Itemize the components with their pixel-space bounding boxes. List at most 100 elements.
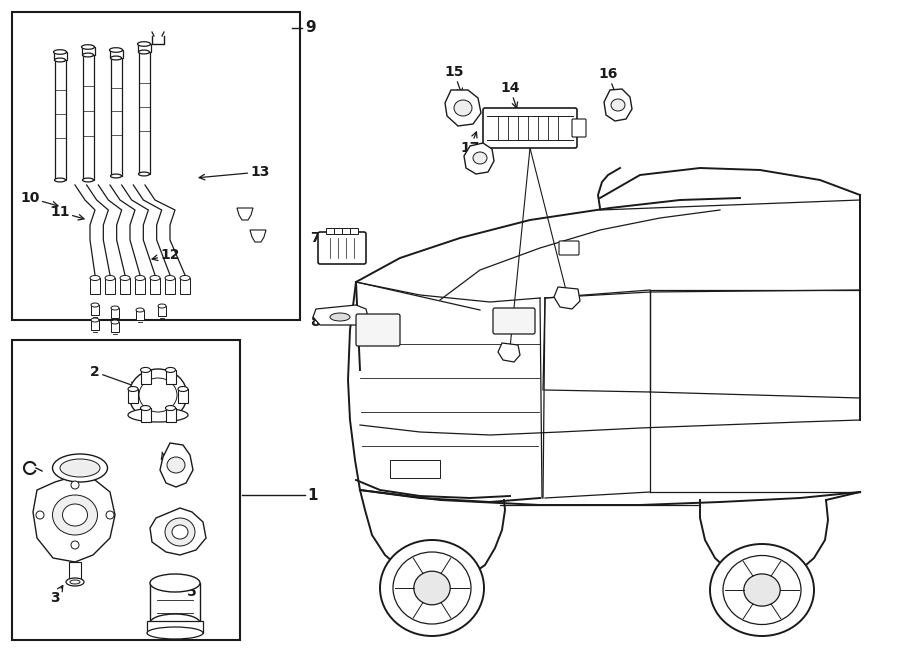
Polygon shape [150,508,206,555]
Ellipse shape [414,571,450,605]
Bar [138,44,150,52]
Ellipse shape [380,540,484,636]
Bar [111,58,122,176]
Text: 2: 2 [90,365,136,387]
Ellipse shape [55,178,66,182]
Ellipse shape [83,53,94,57]
Ellipse shape [111,174,122,178]
Ellipse shape [166,406,176,410]
Ellipse shape [743,574,780,606]
FancyBboxPatch shape [318,232,366,264]
Bar [334,228,342,234]
Polygon shape [237,208,253,220]
Bar [139,52,149,174]
Ellipse shape [139,50,149,54]
Bar [120,278,130,294]
Text: 1: 1 [307,488,318,502]
Ellipse shape [165,276,175,280]
Ellipse shape [55,58,66,62]
Text: 12: 12 [152,248,180,262]
Bar [53,52,67,60]
FancyBboxPatch shape [493,308,535,334]
Bar [150,583,200,623]
Bar [91,320,99,330]
Ellipse shape [83,178,94,182]
Ellipse shape [150,276,160,280]
Polygon shape [445,90,481,126]
Circle shape [71,541,79,549]
Ellipse shape [91,303,99,307]
Bar [110,50,122,58]
Bar [326,228,334,234]
Ellipse shape [180,276,190,280]
Ellipse shape [166,368,176,372]
Ellipse shape [150,614,200,632]
Ellipse shape [150,574,200,592]
Ellipse shape [128,387,138,391]
Ellipse shape [70,580,80,584]
Text: 15: 15 [445,65,464,94]
Text: 4: 4 [160,452,170,469]
Ellipse shape [723,555,801,625]
FancyBboxPatch shape [356,314,400,346]
Bar [178,389,188,403]
Ellipse shape [62,504,87,526]
Ellipse shape [158,304,166,308]
Ellipse shape [53,50,67,54]
Ellipse shape [105,276,115,280]
Polygon shape [33,476,115,562]
Text: 14: 14 [500,81,520,108]
Ellipse shape [139,378,177,412]
Ellipse shape [138,42,150,46]
FancyBboxPatch shape [572,119,586,137]
Ellipse shape [111,56,122,60]
Text: 17: 17 [460,132,480,155]
Ellipse shape [66,578,84,586]
Ellipse shape [52,454,107,482]
Bar [350,228,358,234]
Text: 10: 10 [21,191,58,207]
Bar [135,278,145,294]
Ellipse shape [473,152,487,164]
Ellipse shape [393,552,471,624]
Ellipse shape [82,45,94,50]
Polygon shape [160,443,193,487]
Text: 8: 8 [310,312,334,329]
Bar [140,370,150,384]
Bar [82,47,94,55]
Ellipse shape [611,99,625,111]
Bar [150,278,160,294]
Text: 7: 7 [310,231,337,249]
Circle shape [36,511,44,519]
Ellipse shape [167,457,185,473]
Bar [111,322,119,332]
Polygon shape [464,143,494,174]
Text: 11: 11 [50,205,84,220]
Polygon shape [554,287,580,309]
Bar [166,408,176,422]
Text: 5: 5 [181,581,197,599]
Bar [91,305,99,315]
Ellipse shape [140,406,150,410]
FancyBboxPatch shape [559,241,579,255]
Ellipse shape [140,368,150,372]
Text: 16: 16 [598,67,617,96]
Ellipse shape [710,544,814,636]
Ellipse shape [111,306,119,310]
Text: 9: 9 [305,20,316,36]
Ellipse shape [90,276,100,280]
Ellipse shape [129,369,187,421]
Bar [147,621,203,633]
Circle shape [106,511,114,519]
Ellipse shape [165,518,195,546]
Bar [140,408,150,422]
Bar [90,278,100,294]
Text: 3: 3 [50,586,63,605]
Text: 6: 6 [158,525,166,542]
Bar [105,278,115,294]
Ellipse shape [454,100,472,116]
Bar [165,278,175,294]
Ellipse shape [110,48,122,52]
Bar [158,306,166,316]
Ellipse shape [111,320,119,324]
